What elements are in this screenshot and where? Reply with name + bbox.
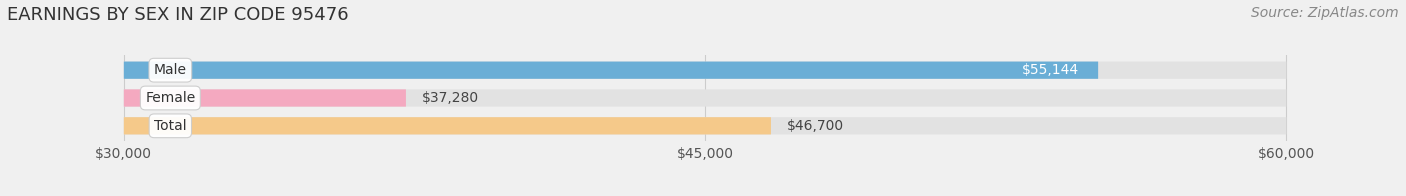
Text: $46,700: $46,700 xyxy=(786,119,844,133)
Text: $37,280: $37,280 xyxy=(422,91,478,105)
FancyBboxPatch shape xyxy=(124,62,1286,79)
FancyBboxPatch shape xyxy=(124,117,770,134)
Text: Total: Total xyxy=(155,119,187,133)
Text: Source: ZipAtlas.com: Source: ZipAtlas.com xyxy=(1251,6,1399,20)
FancyBboxPatch shape xyxy=(124,89,1286,107)
Text: $55,144: $55,144 xyxy=(1022,63,1078,77)
FancyBboxPatch shape xyxy=(124,62,1098,79)
Text: Male: Male xyxy=(153,63,187,77)
Text: EARNINGS BY SEX IN ZIP CODE 95476: EARNINGS BY SEX IN ZIP CODE 95476 xyxy=(7,6,349,24)
FancyBboxPatch shape xyxy=(124,117,1286,134)
Text: Female: Female xyxy=(145,91,195,105)
FancyBboxPatch shape xyxy=(124,89,406,107)
